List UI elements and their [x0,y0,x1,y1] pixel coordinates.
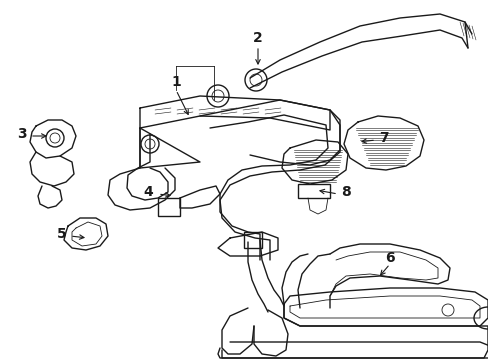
Text: 4: 4 [143,185,153,199]
Bar [244,232,262,248]
Text: 8: 8 [341,185,350,199]
Text: 2: 2 [253,31,263,45]
Text: 5: 5 [57,227,67,241]
Text: 1: 1 [171,75,181,89]
Bar [158,198,180,216]
Text: 3: 3 [17,127,27,141]
Text: 6: 6 [385,251,394,265]
Bar [297,184,329,198]
Text: 7: 7 [378,131,388,145]
